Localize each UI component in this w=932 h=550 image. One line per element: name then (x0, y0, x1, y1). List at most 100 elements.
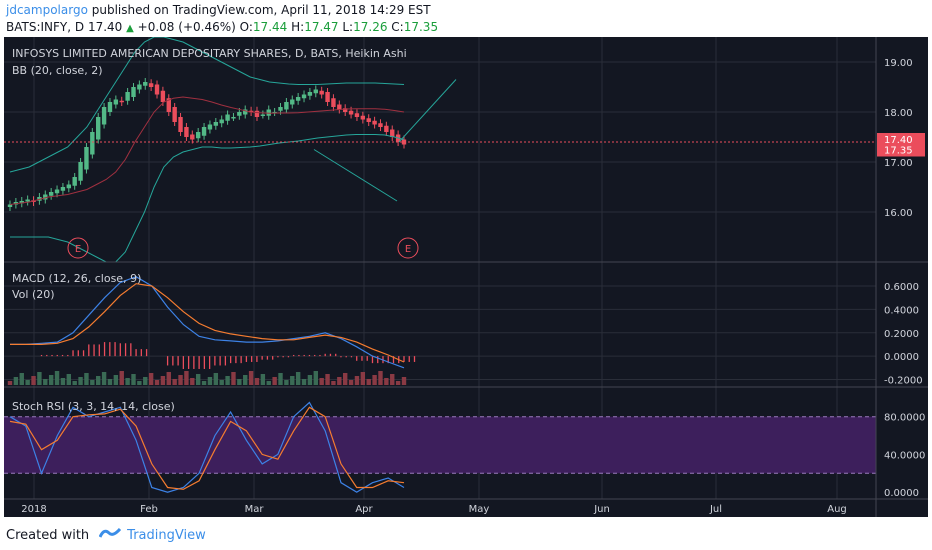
volume-bar (254, 378, 260, 385)
candle-body (237, 112, 242, 116)
price-tick-label: 17.00 (884, 158, 913, 169)
stoch-band (4, 416, 876, 474)
main-chart-title: INFOSYS LIMITED AMERICAN DEPOSITARY SHAR… (12, 47, 407, 60)
volume-bar (295, 372, 301, 385)
candle-body (125, 92, 130, 101)
low-label: L: (342, 20, 354, 34)
volume-bar (178, 375, 183, 385)
volume-bar (96, 376, 101, 385)
candle-body (266, 109, 271, 116)
macd-tick-label: 0.2000 (884, 329, 919, 340)
candle-body (348, 110, 354, 115)
volume-bar (237, 379, 242, 385)
publish-line: jdcampolargo published on TradingView.co… (6, 3, 431, 17)
vol-label[interactable]: Vol (20) (12, 288, 55, 301)
created-with-text: Created with (6, 527, 90, 543)
candle-body (278, 107, 283, 111)
volume-bar (48, 375, 54, 385)
volume-bar (366, 379, 371, 385)
volume-bar (37, 372, 42, 385)
volume-bar (60, 378, 66, 385)
candle-body (384, 125, 389, 132)
bb-indicator-label[interactable]: BB (20, close, 2) (12, 64, 103, 77)
volume-bar (72, 381, 77, 385)
candle-body (378, 123, 383, 127)
volume-bar (137, 381, 142, 385)
price-tick-label: 18.00 (884, 108, 913, 119)
stoch-tick-label: 40.0000 (884, 450, 925, 461)
volume-bar (401, 377, 407, 385)
volume-bar (319, 378, 324, 385)
candle-body (160, 90, 166, 102)
volume-bar (84, 373, 89, 385)
high-label: H: (291, 20, 305, 34)
high-value: 17.47 (304, 20, 339, 34)
macd-line (10, 276, 405, 369)
trend-line-up (398, 79, 457, 143)
open-label: O: (239, 20, 253, 34)
time-tick-label: Aug (827, 504, 847, 515)
candle-body (325, 92, 330, 102)
volume-bar (172, 379, 177, 385)
volume-bar (148, 373, 154, 385)
tradingview-link[interactable]: TradingView (127, 527, 206, 543)
candle-body (219, 119, 224, 124)
volume-bar (31, 376, 36, 385)
volume-bar (378, 371, 383, 385)
volume-bar (113, 375, 119, 385)
volume-bar (219, 380, 224, 385)
open-value: 17.44 (252, 20, 288, 34)
stoch-k-line (9, 401, 405, 493)
volume-bar (195, 374, 201, 385)
candle-body (178, 117, 183, 132)
candle-body (19, 201, 24, 204)
volume-bar (78, 377, 83, 385)
volume-bar (54, 371, 60, 385)
volume-bar (278, 373, 283, 385)
volume-bar (19, 373, 24, 385)
candle-body (90, 132, 95, 155)
candle-body (243, 109, 248, 115)
candle-body (301, 94, 307, 99)
bollinger-upper-band (9, 36, 405, 173)
macd-label[interactable]: MACD (12, 26, close, 9) (12, 272, 141, 285)
candle-body (254, 110, 260, 117)
close-value: 17.35 (403, 20, 439, 34)
time-tick-label: 2018 (21, 504, 46, 515)
candle-body (54, 189, 60, 194)
volume-bar (131, 374, 136, 385)
volume-bar (301, 379, 307, 385)
volume-bar (184, 371, 189, 385)
volume-bar (360, 372, 366, 385)
volume-bar (342, 373, 348, 385)
candle-body (290, 99, 295, 105)
tradingview-logo-icon[interactable] (98, 526, 122, 544)
author-link[interactable]: jdcampolargo (6, 3, 88, 17)
stoch-rsi-label[interactable]: Stoch RSI (3, 3, 14, 14, close) (12, 400, 175, 413)
price-tick-label: 16.00 (884, 208, 913, 219)
candle-body (119, 100, 124, 103)
candle-body (342, 108, 348, 112)
volume-bar (395, 381, 401, 385)
time-tick-label: Jun (593, 504, 610, 515)
candle-body (143, 82, 148, 86)
candle-body (101, 107, 107, 125)
candle-body (390, 129, 395, 137)
candle-body (319, 90, 324, 95)
candle-body (96, 117, 101, 140)
close-label: C: (391, 20, 404, 34)
earnings-marker-label: E (75, 244, 81, 255)
trend-line-down (313, 149, 398, 202)
chart-area[interactable]: E E INFOSYS LIMITED AMERICAN DEPOSITARY S… (4, 36, 928, 517)
volume-bar (272, 377, 277, 385)
volume-bar (325, 374, 330, 385)
candle-body (60, 187, 66, 191)
published-text: published on TradingView.com, April 11, … (91, 3, 431, 17)
candle-body (354, 113, 360, 117)
volume-bar (248, 371, 254, 385)
chart-svg[interactable]: E E INFOSYS LIMITED AMERICAN DEPOSITARY S… (4, 36, 928, 517)
candle-body (78, 162, 83, 181)
footer: Created with TradingView (6, 526, 206, 544)
volume-bar (207, 377, 213, 385)
volume-bar (125, 378, 130, 385)
